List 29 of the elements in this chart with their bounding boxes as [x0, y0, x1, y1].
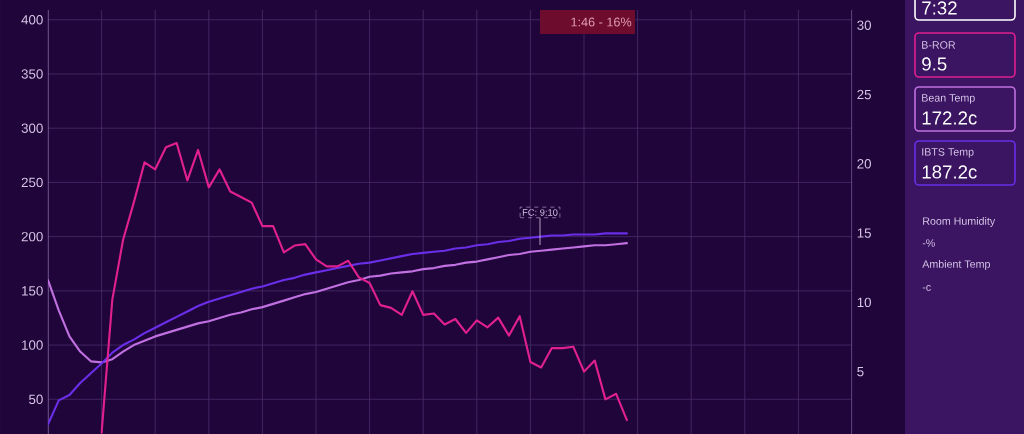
y-tick-label: 50 [29, 394, 43, 404]
y2-tick-label: 25 [857, 89, 871, 100]
y2-tick-label: 30 [857, 20, 872, 30]
text: Ambient Temp [922, 260, 990, 270]
y-tick-label: 200 [21, 231, 43, 242]
text: 9.5 [922, 57, 947, 71]
y2-tick-label: 10 [857, 297, 872, 308]
legend-label: B-ROR [922, 41, 956, 49]
legend-label: IBTS Temp [922, 148, 974, 158]
y-tick-label: 350 [21, 69, 43, 79]
text: -c [922, 285, 931, 291]
annotation: 1:46 - 16% [571, 17, 632, 27]
y2-tick-label: 20 [857, 159, 872, 169]
text: Room Humidity [923, 217, 996, 227]
y2-tick-label: 15 [857, 228, 871, 238]
line-series [100, 141, 628, 434]
y-tick-label: 100 [22, 340, 43, 350]
y-tick-label: 400 [21, 15, 43, 25]
text: -% [922, 239, 935, 247]
y-tick-label: 150 [22, 286, 43, 296]
text: 7:32 [922, 1, 957, 15]
y-tick-label: 300 [21, 123, 43, 133]
y2-tick-label: 5 [857, 366, 864, 377]
text: 187.2c [922, 165, 977, 179]
annotation: FC: 9:10 [522, 209, 558, 216]
line-series [48, 242, 628, 364]
y-tick-label: 250 [21, 177, 43, 188]
legend-label: Bean Temp [922, 94, 975, 104]
text: 172.2c [922, 111, 977, 125]
